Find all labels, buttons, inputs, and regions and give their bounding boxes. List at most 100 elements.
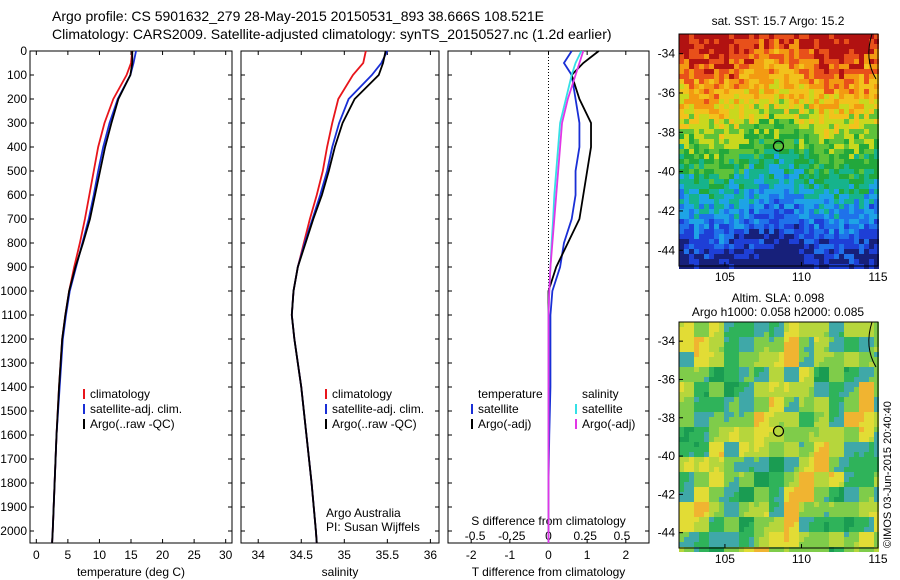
- map-cell: [699, 527, 704, 532]
- map-cell: [819, 249, 824, 254]
- map-cell: [739, 199, 744, 204]
- map-cell: [719, 487, 724, 492]
- map-cell: [789, 362, 794, 367]
- map-cell: [769, 254, 774, 259]
- map-cell: [784, 387, 789, 392]
- map-cell: [714, 402, 719, 407]
- map-cell: [829, 482, 834, 487]
- map-cell: [804, 517, 809, 522]
- map-cell: [754, 462, 759, 467]
- map-cell: [754, 89, 759, 94]
- map-cell: [699, 134, 704, 139]
- map-cell: [724, 437, 729, 442]
- map-cell: [844, 239, 849, 244]
- map-cell: [844, 74, 849, 79]
- map-cell: [724, 249, 729, 254]
- map-cell: [764, 234, 769, 239]
- x-axis-label: T difference from climatology: [472, 565, 626, 579]
- map-cell: [869, 254, 874, 259]
- map-cell: [724, 407, 729, 412]
- map-cell: [849, 442, 854, 447]
- map-cell: [749, 512, 754, 517]
- map-cell: [709, 387, 714, 392]
- map-cell: [734, 254, 739, 259]
- map-cell: [834, 204, 839, 209]
- map-cell: [804, 337, 809, 342]
- map-cell: [839, 219, 844, 224]
- map-cell: [679, 467, 684, 472]
- map-cell: [699, 169, 704, 174]
- map-cell: [799, 179, 804, 184]
- map-cell: [844, 327, 849, 332]
- map-cell: [729, 134, 734, 139]
- map-cell: [764, 84, 769, 89]
- map-cell: [799, 214, 804, 219]
- map-cell: [779, 109, 784, 114]
- map-cell: [774, 109, 779, 114]
- map-cell: [869, 179, 874, 184]
- map-cell: [854, 387, 859, 392]
- map-cell: [789, 452, 794, 457]
- map-cell: [799, 99, 804, 104]
- map-cell: [859, 149, 864, 154]
- map-cell: [799, 174, 804, 179]
- map-cell: [869, 532, 874, 537]
- map-cell: [739, 84, 744, 89]
- map-cell: [829, 487, 834, 492]
- map-cell: [699, 422, 704, 427]
- map-cell: [759, 34, 764, 39]
- map-cell: [724, 457, 729, 462]
- map-cell: [869, 522, 874, 527]
- map-cell: [709, 472, 714, 477]
- map-cell: [719, 149, 724, 154]
- map-cell: [709, 447, 714, 452]
- map-cell: [789, 49, 794, 54]
- map-cell: [744, 467, 749, 472]
- map-cell: [709, 412, 714, 417]
- legend-label: climatology: [90, 387, 150, 401]
- map-cell: [719, 462, 724, 467]
- map-cell: [774, 487, 779, 492]
- map-cell: [719, 427, 724, 432]
- map-cell: [799, 94, 804, 99]
- map-cell: [734, 209, 739, 214]
- map-cell: [789, 179, 794, 184]
- map-cell: [779, 322, 784, 327]
- map-cell: [754, 244, 759, 249]
- map-cell: [864, 342, 869, 347]
- map-cell: [809, 372, 814, 377]
- map-cell: [694, 502, 699, 507]
- map-cell: [804, 322, 809, 327]
- map-cell: [854, 149, 859, 154]
- map-cell: [694, 184, 699, 189]
- map-cell: [854, 522, 859, 527]
- map-cell: [714, 512, 719, 517]
- map-cell: [689, 89, 694, 94]
- map-cell: [684, 537, 689, 542]
- map-cell: [764, 204, 769, 209]
- map-cell: [774, 154, 779, 159]
- map-cell: [809, 214, 814, 219]
- map-cell: [679, 447, 684, 452]
- map-cell: [769, 174, 774, 179]
- map-cell: [829, 204, 834, 209]
- map-cell: [874, 477, 879, 482]
- map-cell: [794, 214, 799, 219]
- map-cell: [679, 109, 684, 114]
- map-cell: [804, 442, 809, 447]
- map-cell: [694, 219, 699, 224]
- map-cell: [859, 174, 864, 179]
- map-cell: [854, 322, 859, 327]
- map-cell: [764, 189, 769, 194]
- map-cell: [869, 332, 874, 337]
- map-cell: [684, 154, 689, 159]
- map-cell: [754, 452, 759, 457]
- map-cell: [679, 502, 684, 507]
- map-cell: [834, 342, 839, 347]
- map-cell: [859, 487, 864, 492]
- map-cell: [704, 357, 709, 362]
- map-cell: [704, 462, 709, 467]
- map-cell: [724, 422, 729, 427]
- map-cell: [784, 74, 789, 79]
- map-cell: [824, 184, 829, 189]
